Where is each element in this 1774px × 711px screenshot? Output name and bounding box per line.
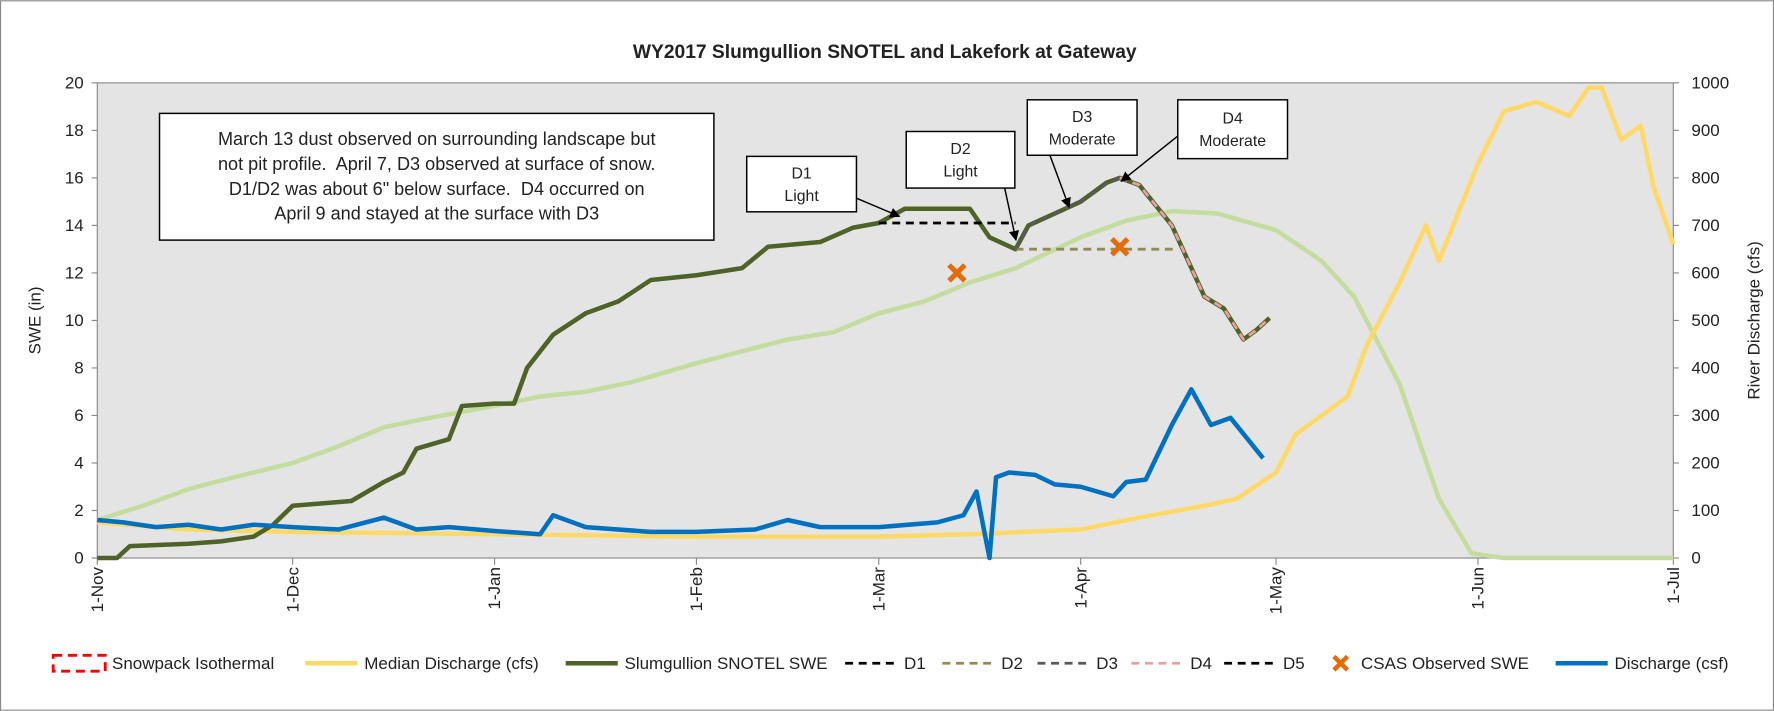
y-tick-label: 16 <box>65 169 84 188</box>
x-tick-label: 1-Apr <box>1071 567 1090 609</box>
annotation-box <box>745 155 858 213</box>
y-tick-label: 20 <box>65 73 84 92</box>
y-tick-label: 8 <box>74 359 83 378</box>
legend-label: Median Discharge (cfs) <box>364 654 538 673</box>
y2-tick-label: 1000 <box>1691 73 1729 92</box>
annotation-arrow <box>1120 135 1179 182</box>
series-line <box>97 387 1265 561</box>
legend-label: CSAS Observed SWE <box>1361 654 1529 673</box>
y2-tick-label: 800 <box>1691 169 1719 188</box>
annotation-text: D4 <box>1223 111 1243 128</box>
annotation-text: D1 <box>791 165 811 182</box>
legend-label: Slumgullion SNOTEL SWE <box>625 654 828 673</box>
y-tick-label: 4 <box>74 454 83 473</box>
series-line <box>97 85 1676 539</box>
y2-tick-label: 0 <box>1691 549 1700 568</box>
y-axis-label: SWE (in) <box>26 286 45 354</box>
x-tick-label: 1-May <box>1267 567 1286 615</box>
legend-label: D5 <box>1283 654 1305 673</box>
annotation-text: D3 <box>1072 109 1092 126</box>
annotation-text: Light <box>784 188 819 205</box>
legend-label: D3 <box>1096 654 1118 673</box>
legend-label: Discharge (csf) <box>1614 654 1728 673</box>
y2-tick-label: 500 <box>1691 311 1719 330</box>
annotation-arrow <box>1003 187 1020 242</box>
x-tick-label: 1-Jan <box>485 567 504 609</box>
annotation-box <box>1026 99 1138 156</box>
annotation-text: April 9 and stayed at the surface with D… <box>274 204 599 224</box>
y2-axis-label: River Discharge (cfs) <box>1744 241 1763 399</box>
y2-tick-label: 400 <box>1691 359 1719 378</box>
y2-tick-label: 900 <box>1691 121 1719 140</box>
x-tick-label: 1-Jun <box>1469 567 1488 609</box>
x-tick-label: 1-Dec <box>283 567 302 613</box>
x-tick-label: 1-Jul <box>1664 567 1683 604</box>
annotation-text: not pit profile. April 7, D3 observed at… <box>218 154 656 174</box>
legend-swatch <box>51 653 107 673</box>
chart-title: WY2017 Slumgullion SNOTEL and Lakefork a… <box>633 42 1137 63</box>
y-tick-label: 6 <box>74 406 83 425</box>
y-tick-label: 18 <box>65 121 84 140</box>
annotation-box <box>158 112 715 241</box>
series-line <box>96 208 1674 561</box>
y-tick-label: 2 <box>74 501 83 520</box>
y-tick-label: 0 <box>74 549 83 568</box>
x-tick-label: 1-Nov <box>88 567 107 613</box>
annotation-box <box>1177 99 1289 160</box>
legend-label: D2 <box>1001 654 1023 673</box>
annotation-arrow <box>1049 154 1071 209</box>
y2-tick-label: 100 <box>1691 501 1719 520</box>
y2-tick-label: 700 <box>1691 216 1719 235</box>
annotation-text: March 13 dust observed on surrounding la… <box>218 129 656 149</box>
legend-label: D4 <box>1190 654 1212 673</box>
y-tick-label: 14 <box>65 216 84 235</box>
scatter-point <box>1110 237 1130 257</box>
annotation-text: D2 <box>950 141 970 158</box>
x-tick-label: 1-Feb <box>687 567 706 611</box>
annotation-text: D1/D2 was about 6" below surface. D4 occ… <box>229 179 645 199</box>
x-tick-label: 1-Mar <box>869 567 888 612</box>
y2-tick-label: 300 <box>1691 406 1719 425</box>
series-line <box>1119 176 1271 341</box>
annotation-arrow <box>856 197 901 218</box>
annotation-text: Moderate <box>1049 131 1116 148</box>
annotation-text: Light <box>943 164 978 181</box>
y-tick-label: 10 <box>65 311 84 330</box>
legend-label: Snowpack Isothermal <box>112 654 274 673</box>
y2-tick-label: 200 <box>1691 454 1719 473</box>
legend-label: D1 <box>904 654 926 673</box>
y2-tick-label: 600 <box>1691 264 1719 283</box>
annotation-box <box>905 130 1016 189</box>
scatter-point <box>947 263 967 283</box>
legend-swatch <box>1332 654 1350 672</box>
annotation-text: Moderate <box>1199 133 1266 150</box>
y-tick-label: 12 <box>65 264 84 283</box>
